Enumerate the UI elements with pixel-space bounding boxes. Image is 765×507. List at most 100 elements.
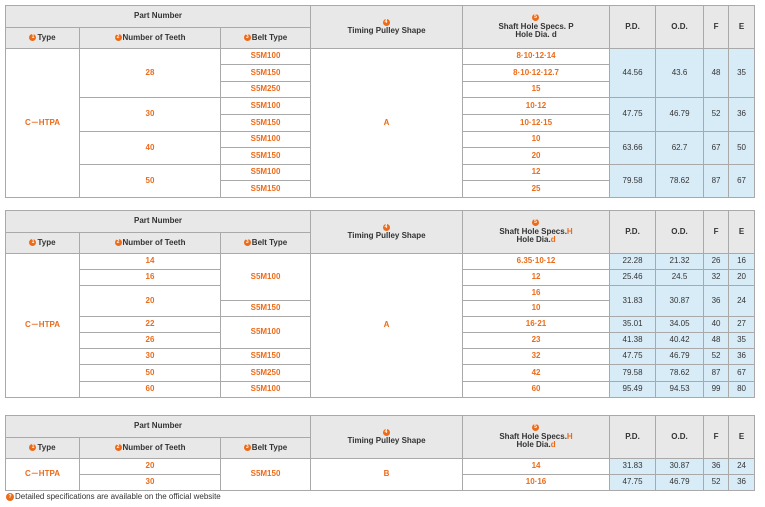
- pd-header: P.D.: [609, 5, 657, 49]
- od-cell: 78.62: [655, 364, 705, 382]
- shaft-cell: 23: [462, 332, 611, 349]
- f-header: F: [703, 5, 730, 49]
- f-cell: 26: [703, 253, 730, 270]
- teeth-cell: 40: [79, 131, 221, 165]
- type-header: 1 Type: [5, 27, 80, 49]
- e-cell: 80: [728, 381, 756, 398]
- pd-cell: 47.75: [609, 348, 657, 365]
- spec-table-1: Part Number 4 Timing Pulley Shape 5 Shaft …: [4, 5, 756, 198]
- e-cell: 67: [728, 164, 756, 198]
- teeth-cell: 20: [79, 285, 221, 317]
- e-cell: 67: [728, 364, 756, 382]
- footnote: ? Detailed specifications are available o…: [6, 492, 221, 501]
- shaft-cell: 10: [462, 300, 611, 317]
- e-cell: 20: [728, 269, 756, 286]
- e-cell: 36: [728, 474, 756, 491]
- shape-cell: A: [310, 253, 464, 398]
- od-cell: 46.79: [655, 474, 705, 491]
- footnote-text: Detailed specifications are available on…: [15, 492, 221, 501]
- info-icon: ?: [6, 492, 14, 501]
- od-header: O.D.: [655, 415, 705, 459]
- belt-cell: S5M100: [219, 97, 312, 115]
- e-cell: 36: [728, 348, 756, 365]
- teeth-cell: 60: [79, 381, 221, 398]
- shaft-cell: 60: [462, 381, 611, 398]
- teeth-cell: 28: [79, 48, 221, 98]
- teeth-cell: 20: [79, 458, 221, 475]
- timing-pulley-shape-header: 4 Timing Pulley Shape: [310, 5, 464, 49]
- e-cell: 35: [728, 332, 756, 349]
- shaft-cell: 10·12: [462, 97, 611, 115]
- e-cell: 24: [728, 458, 756, 475]
- shaft-cell: 12: [462, 164, 611, 181]
- teeth-cell: 50: [79, 164, 221, 198]
- pd-cell: 79.58: [609, 164, 657, 198]
- pd-cell: 31.83: [609, 458, 657, 475]
- belt-header: 3 Belt Type: [219, 437, 312, 459]
- shaft-cell: 32: [462, 348, 611, 365]
- teeth-cell: 50: [79, 364, 221, 382]
- f-cell: 87: [703, 364, 730, 382]
- shaft-cell: 8·10·12·14: [462, 48, 611, 65]
- type-header: 1 Type: [5, 232, 80, 254]
- teeth-header: 2 Number of Teeth: [79, 437, 221, 459]
- pd-cell: 63.66: [609, 131, 657, 165]
- od-cell: 46.79: [655, 97, 705, 132]
- e-header: E: [728, 210, 756, 254]
- teeth-cell: 22: [79, 316, 221, 333]
- belt-header: 3 Belt Type: [219, 27, 312, 49]
- belt-cell: S5M100: [219, 48, 312, 65]
- od-cell: 78.62: [655, 164, 705, 198]
- pd-cell: 44.56: [609, 48, 657, 98]
- type-header: 1 Type: [5, 437, 80, 459]
- pd-cell: 31.83: [609, 285, 657, 317]
- e-cell: 16: [728, 253, 756, 270]
- spec-table-2: Part Number 4 Timing Pulley Shape 5 Shaft …: [4, 210, 756, 398]
- shaft-cell: 15: [462, 81, 611, 98]
- shaft-cell: 16: [462, 285, 611, 301]
- od-cell: 30.87: [655, 285, 705, 317]
- belt-cell: S5M150: [219, 64, 312, 82]
- od-header: O.D.: [655, 5, 705, 49]
- shaft-cell: 8·10·12·12.7: [462, 64, 611, 82]
- belt-cell: S5M150: [219, 458, 312, 491]
- od-cell: 34.05: [655, 316, 705, 333]
- od-cell: 62.7: [655, 131, 705, 165]
- shaft-cell: 6.35·10·12: [462, 253, 611, 270]
- pd-cell: 41.38: [609, 332, 657, 349]
- belt-cell: S5M100: [219, 253, 312, 301]
- type-cell: C－HTPA: [5, 458, 80, 491]
- teeth-cell: 14: [79, 253, 221, 270]
- pd-header: P.D.: [609, 415, 657, 459]
- e-cell: 35: [728, 48, 756, 98]
- f-cell: 52: [703, 97, 730, 132]
- shaft-cell: 42: [462, 364, 611, 382]
- teeth-cell: 26: [79, 332, 221, 349]
- shaft-cell: 10·12·15: [462, 114, 611, 132]
- part-number-header: Part Number: [4, 415, 312, 438]
- teeth-header: 2 Number of Teeth: [79, 232, 221, 254]
- belt-cell: S5M250: [219, 364, 312, 382]
- shaft-hole-header: 5 Shaft Hole Specs.H Hole Dia.d: [462, 210, 611, 254]
- belt-cell: S5M150: [219, 147, 312, 165]
- od-cell: 94.53: [655, 381, 705, 398]
- f-cell: 52: [703, 348, 730, 365]
- pd-cell: 22.28: [609, 253, 657, 270]
- type-cell: C－HTPA: [5, 48, 80, 198]
- od-cell: 40.42: [655, 332, 705, 349]
- e-header: E: [728, 5, 756, 49]
- teeth-cell: 16: [79, 269, 221, 286]
- shape-cell: B: [310, 458, 464, 491]
- f-header: F: [703, 210, 730, 254]
- f-cell: 48: [703, 332, 730, 349]
- od-cell: 46.79: [655, 348, 705, 365]
- teeth-header: 2 Number of Teeth: [79, 27, 221, 49]
- f-cell: 52: [703, 474, 730, 491]
- e-cell: 50: [728, 131, 756, 165]
- e-header: E: [728, 415, 756, 459]
- shaft-cell: 10·16: [462, 474, 611, 491]
- timing-pulley-shape-header: 4 Timing Pulley Shape: [310, 415, 464, 459]
- belt-cell: S5M150: [219, 114, 312, 132]
- f-cell: 67: [703, 131, 730, 165]
- pd-cell: 47.75: [609, 97, 657, 132]
